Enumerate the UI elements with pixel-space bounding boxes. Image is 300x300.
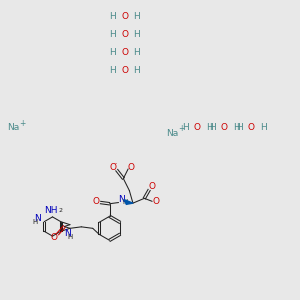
Text: +: + (19, 118, 26, 127)
Text: O: O (220, 123, 228, 132)
Text: H: H (133, 12, 140, 21)
Text: O: O (194, 123, 201, 132)
Text: O: O (152, 197, 159, 206)
Text: +: + (178, 124, 185, 134)
Text: H: H (233, 123, 239, 132)
Text: O: O (93, 197, 100, 206)
Text: 2: 2 (59, 208, 63, 213)
Text: N: N (118, 195, 125, 204)
Text: N: N (34, 214, 41, 223)
Polygon shape (124, 200, 133, 204)
Text: H: H (260, 123, 266, 132)
Text: O: O (248, 123, 255, 132)
Text: Na: Na (8, 123, 20, 132)
Text: O: O (110, 163, 117, 172)
Text: H: H (209, 123, 215, 132)
Text: O: O (50, 232, 57, 242)
Text: -: - (114, 162, 117, 167)
Text: H: H (182, 123, 188, 132)
Text: NH: NH (44, 206, 58, 215)
Text: H: H (109, 48, 116, 57)
Text: H: H (109, 12, 116, 21)
Text: H: H (206, 123, 212, 132)
Text: H: H (122, 199, 128, 205)
Text: O: O (148, 182, 155, 191)
Text: H: H (33, 219, 38, 225)
Text: H: H (133, 30, 140, 39)
Text: O: O (128, 163, 135, 172)
Text: H: H (68, 234, 73, 240)
Text: H: H (133, 48, 140, 57)
Text: O: O (121, 12, 128, 21)
Text: H: H (236, 123, 242, 132)
Text: N: N (64, 229, 71, 238)
Text: O: O (121, 48, 128, 57)
Text: Na: Na (167, 129, 178, 138)
Text: O: O (121, 66, 128, 75)
Text: H: H (133, 66, 140, 75)
Text: H: H (109, 66, 116, 75)
Text: O: O (121, 30, 128, 39)
Text: H: H (109, 30, 116, 39)
